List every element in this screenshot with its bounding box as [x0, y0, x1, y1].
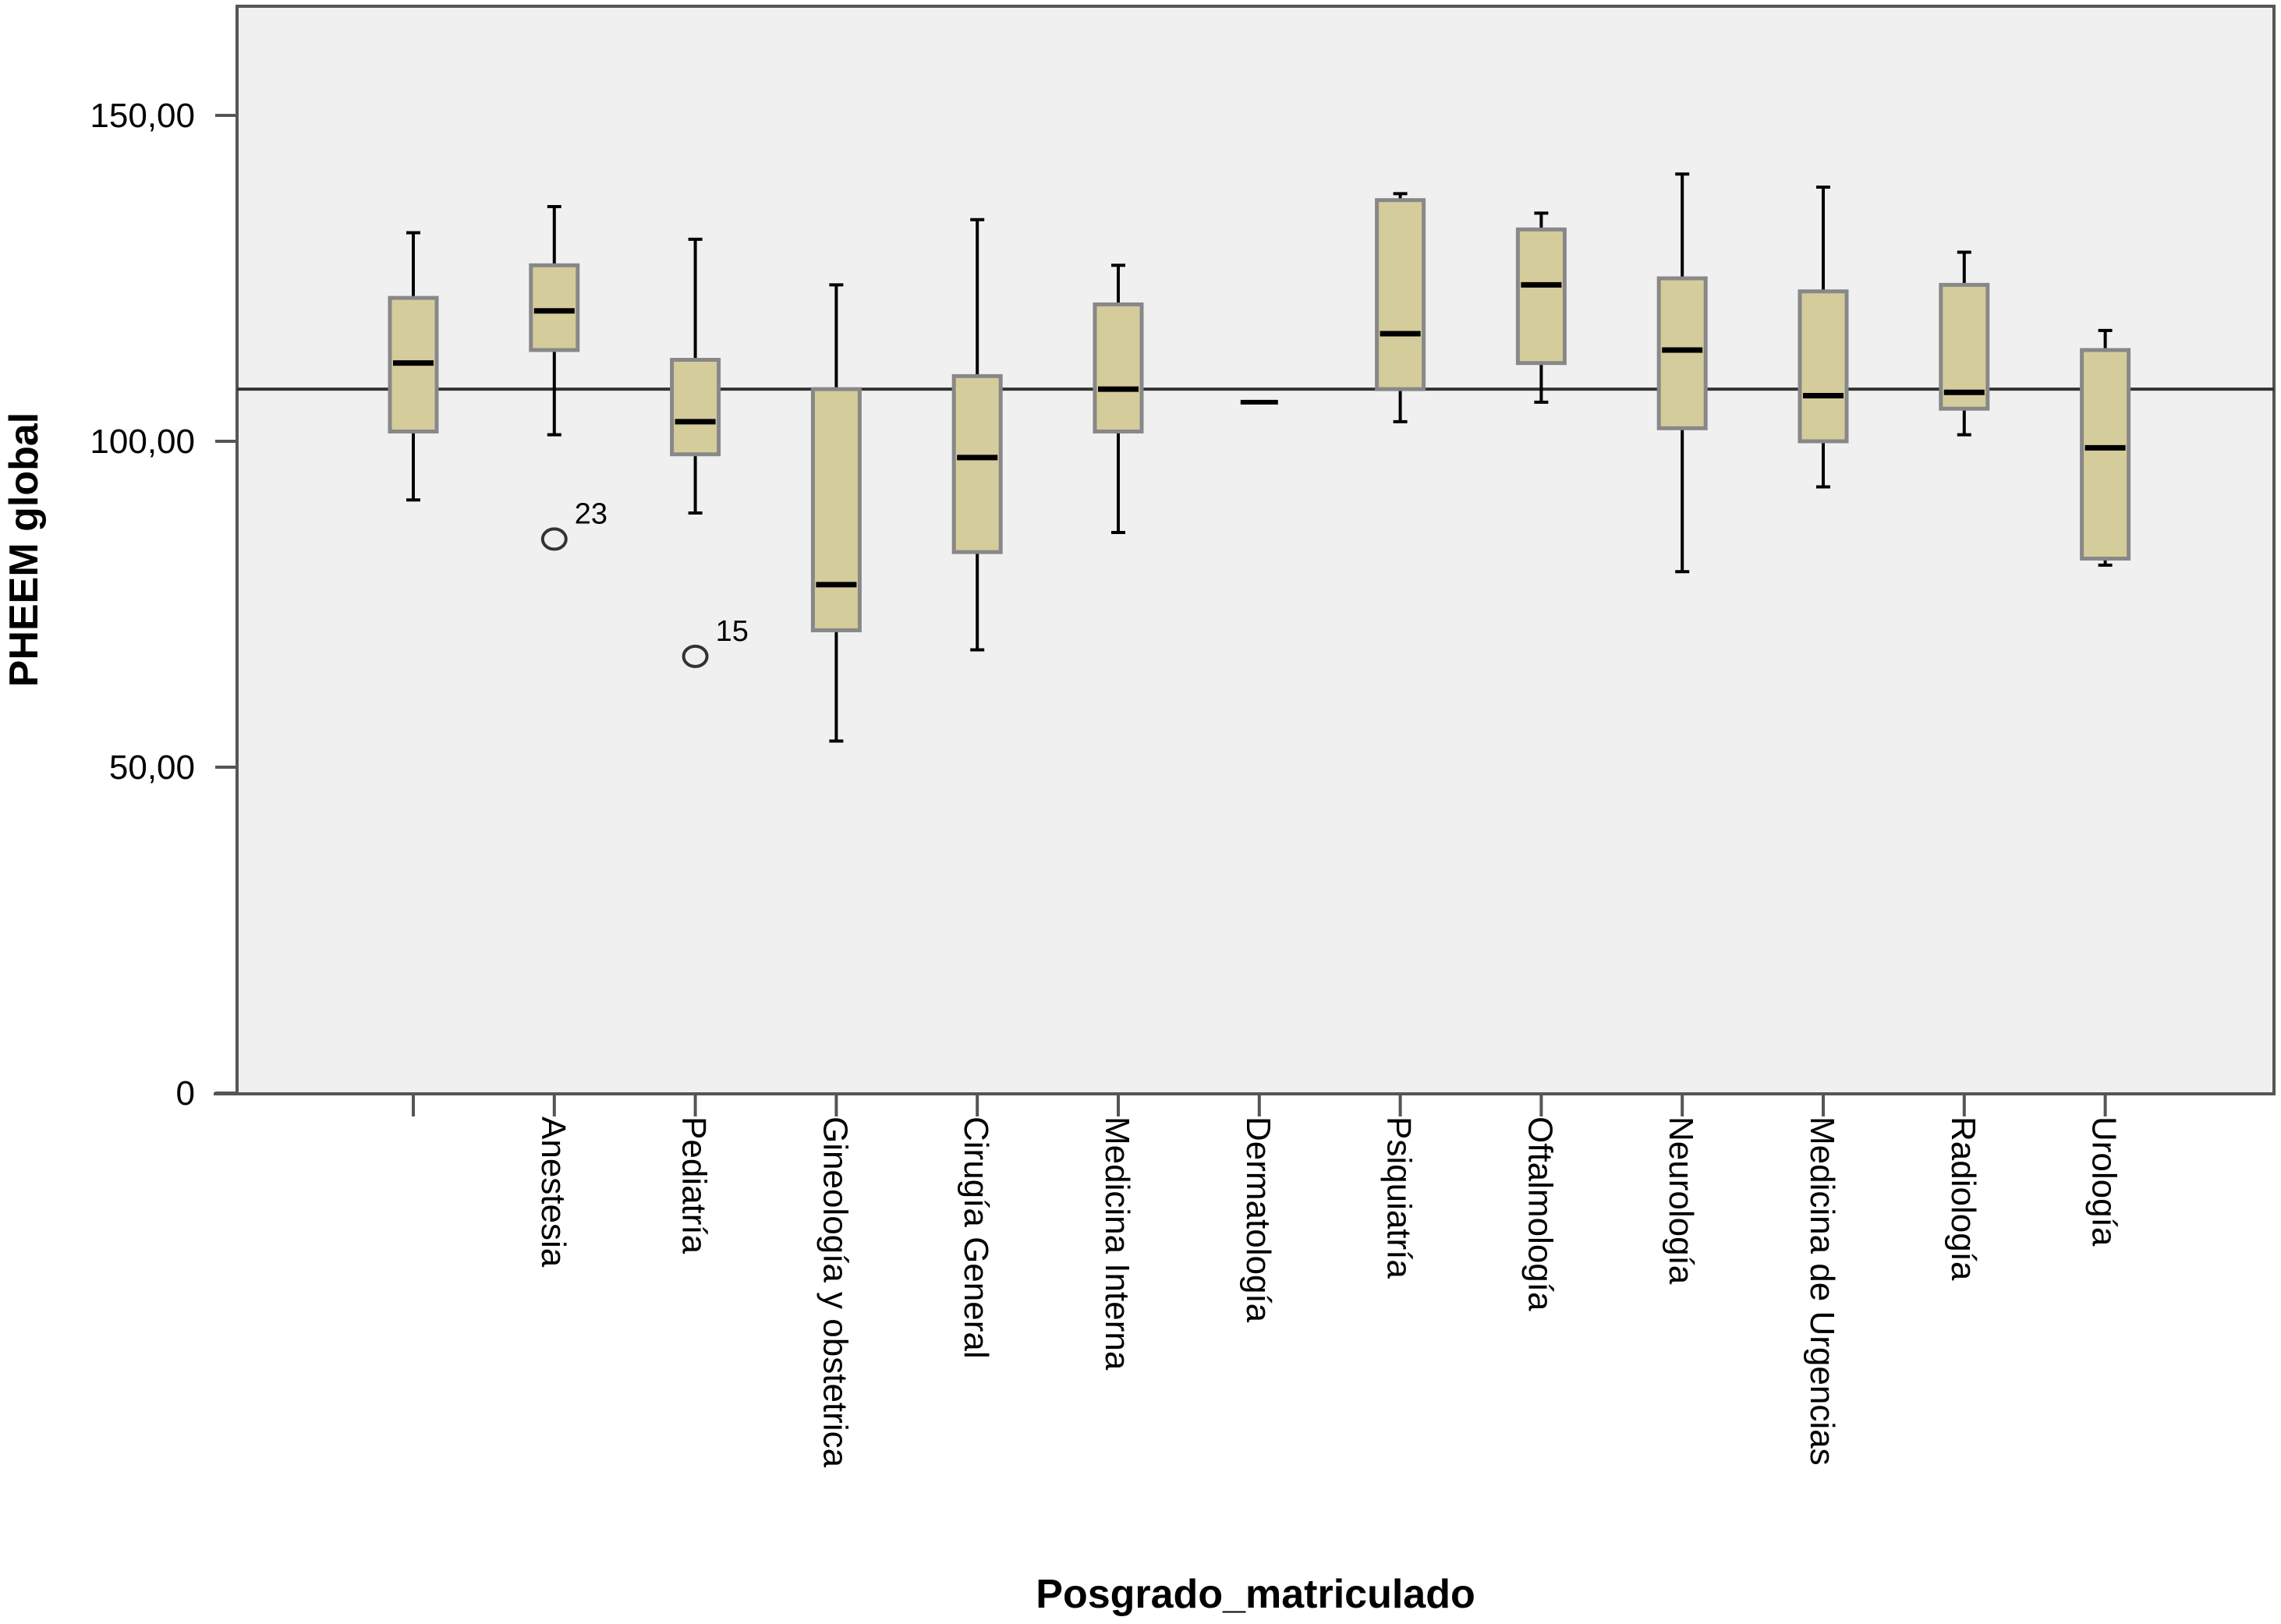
iqr-box	[1375, 198, 1426, 391]
box-group	[388, 231, 439, 502]
y-axis-title: PHEEM global	[2, 412, 47, 687]
box-group	[670, 237, 721, 515]
y-tick-label: 50,00	[109, 748, 195, 787]
x-axis-title: Posgrado_matriculado	[1036, 1572, 1475, 1617]
box-group	[951, 218, 1003, 652]
y-tick-label: 150,00	[90, 97, 195, 135]
box-group	[2080, 328, 2131, 567]
x-tick-label: Neurología	[1662, 1116, 1700, 1285]
outlier-point	[682, 644, 709, 668]
x-tick-label: Pediatría	[675, 1116, 714, 1254]
outlier-point	[540, 527, 568, 551]
iqr-box	[2080, 348, 2131, 561]
x-tick-label: Gineología y obstetrica	[816, 1116, 854, 1468]
box-group	[1656, 172, 1708, 574]
plot-area	[236, 5, 2276, 1095]
iqr-box	[1656, 276, 1708, 430]
box-group	[529, 205, 580, 437]
box-group	[810, 283, 862, 743]
y-tick-label: 0	[176, 1074, 195, 1113]
outlier-label: 23	[575, 497, 607, 530]
box-group	[1375, 192, 1426, 423]
iqr-box	[1093, 302, 1144, 433]
x-tick-label: Psiquiatría	[1380, 1116, 1419, 1279]
boxes	[388, 172, 2131, 743]
box-group	[1798, 185, 1849, 489]
box-group	[1093, 264, 1144, 535]
x-tick-label: Dermatología	[1239, 1116, 1277, 1323]
iqr-box	[810, 387, 862, 632]
box-group	[1515, 211, 1567, 404]
iqr-box	[951, 373, 1003, 554]
outlier-label: 15	[716, 615, 749, 648]
iqr-box	[1798, 289, 1849, 444]
y-axis: 0 50,00 100,00 150,00	[90, 6, 239, 1113]
box-group	[1939, 250, 1990, 437]
x-tick-label: Radiología	[1944, 1116, 1982, 1281]
y-tick-label: 100,00	[90, 423, 195, 461]
x-tick-label: Medicina de Urgencias	[1803, 1116, 1841, 1466]
iqr-box	[529, 263, 580, 352]
iqr-box	[1939, 282, 1990, 411]
x-tick-label: Cirugía General	[957, 1116, 995, 1359]
iqr-box	[1515, 227, 1567, 366]
iqr-box	[670, 358, 721, 457]
outliers: 23 15	[540, 497, 749, 668]
x-tick-label: Oftalmología	[1521, 1116, 1559, 1311]
x-tick-label: Urología	[2085, 1116, 2123, 1247]
x-axis: Anestesia Pediatría Gineología y obstetric…	[214, 1092, 2274, 1468]
x-tick-label: Anestesia	[534, 1116, 572, 1268]
x-tick-label: Medicina Interna	[1098, 1116, 1136, 1371]
